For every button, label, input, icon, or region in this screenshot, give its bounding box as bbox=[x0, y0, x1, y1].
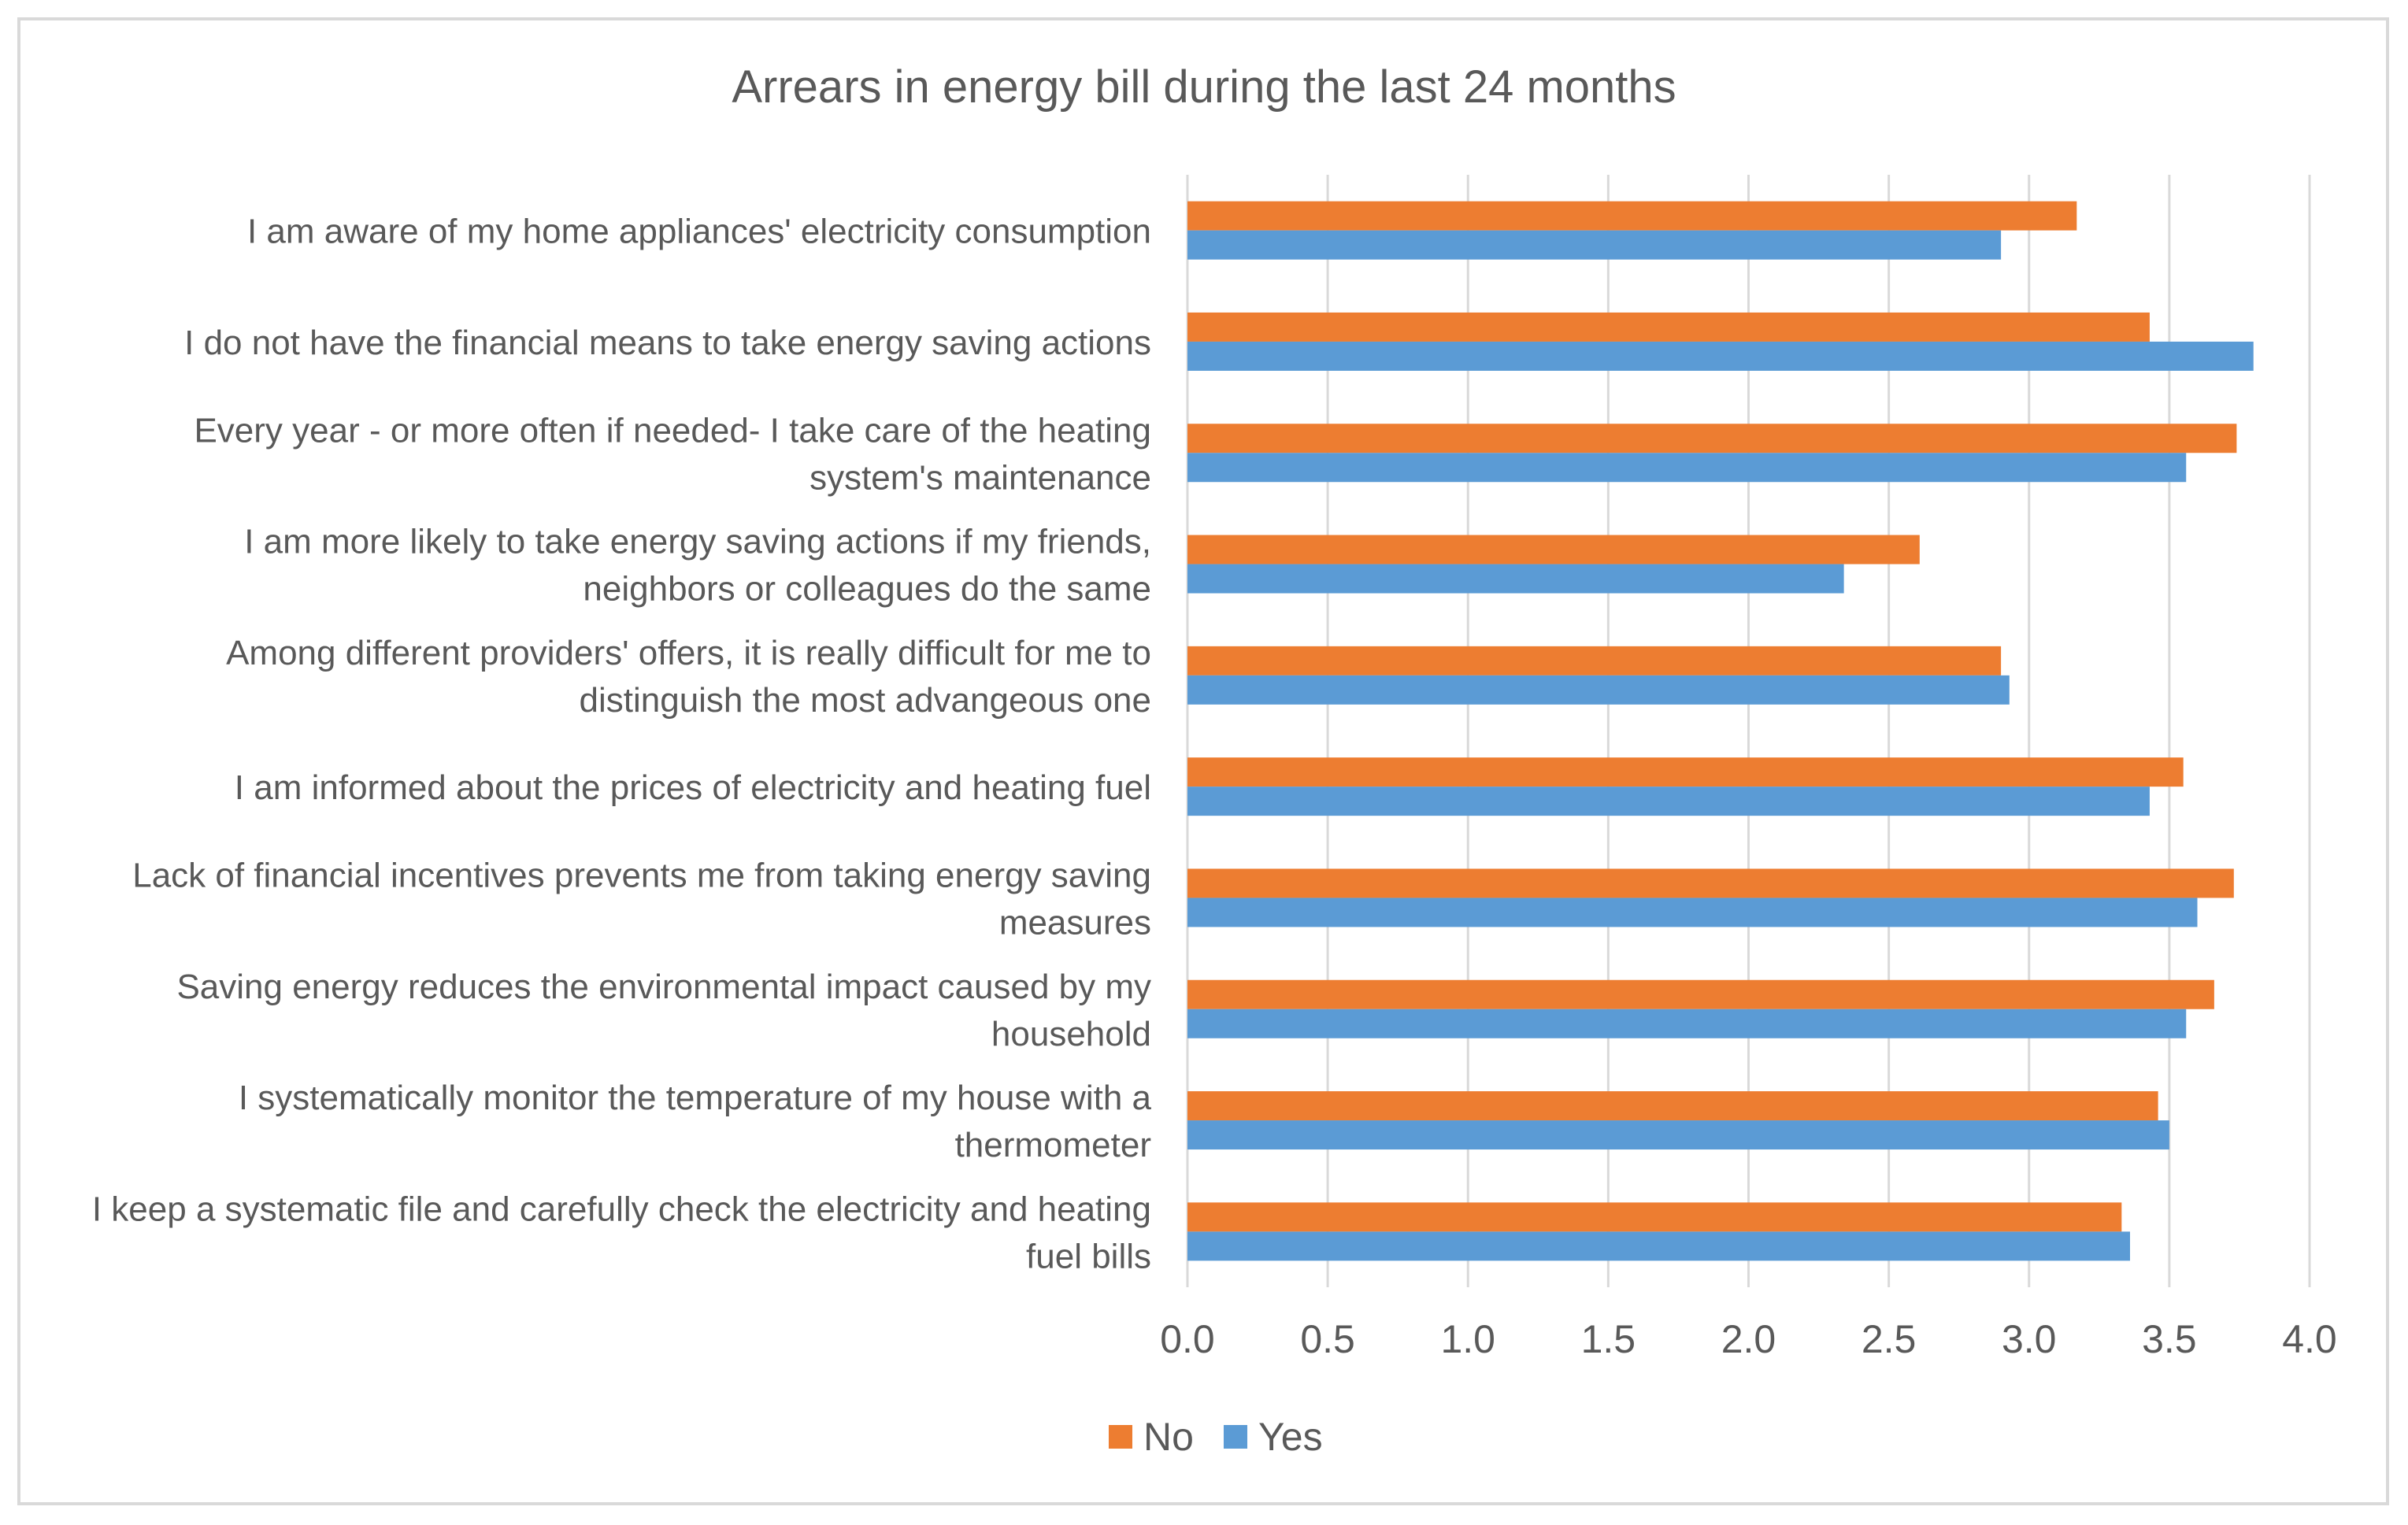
bar-no-2 bbox=[1187, 312, 2150, 342]
category-label-line: I am informed about the prices of electr… bbox=[235, 768, 1151, 807]
category-label: I do not have the financial means to tak… bbox=[184, 324, 1151, 362]
bar-no-4 bbox=[1187, 535, 1920, 564]
category-label: I am aware of my home appliances' electr… bbox=[247, 213, 1151, 251]
chart-title: Arrears in energy bill during the last 2… bbox=[732, 61, 1676, 113]
category-label: Saving energy reduces the environmental … bbox=[176, 968, 1151, 1053]
category-label-line: Lack of financial incentives prevents me… bbox=[132, 856, 1151, 894]
bar-no-1 bbox=[1187, 201, 2077, 231]
bar-no-6 bbox=[1187, 757, 2184, 787]
category-label: Lack of financial incentives prevents me… bbox=[132, 856, 1151, 942]
legend-swatch-yes bbox=[1224, 1425, 1247, 1449]
category-label: Every year - or more often if needed- I … bbox=[194, 411, 1151, 497]
x-tick-label: 3.5 bbox=[2142, 1317, 2197, 1361]
bar-no-9 bbox=[1187, 1091, 2158, 1121]
category-label-line: system's maintenance bbox=[809, 458, 1151, 497]
bar-yes-6 bbox=[1187, 787, 2150, 816]
category-label-line: measures bbox=[999, 903, 1151, 942]
x-tick-label: 0.0 bbox=[1160, 1317, 1215, 1361]
legend: No Yes bbox=[1109, 1415, 1323, 1459]
legend-label-yes: Yes bbox=[1258, 1415, 1323, 1459]
x-tick-label: 2.5 bbox=[1862, 1317, 1917, 1361]
bar-no-7 bbox=[1187, 868, 2234, 898]
category-label-line: I am more likely to take energy saving a… bbox=[244, 523, 1151, 561]
x-tick-label: 0.5 bbox=[1300, 1317, 1355, 1361]
x-tick-label: 2.0 bbox=[1721, 1317, 1776, 1361]
bar-no-3 bbox=[1187, 424, 2237, 453]
x-tick-label: 4.0 bbox=[2282, 1317, 2337, 1361]
category-label: I am more likely to take energy saving a… bbox=[244, 523, 1151, 609]
bar-yes-10 bbox=[1187, 1231, 2130, 1261]
bar-no-5 bbox=[1187, 646, 2002, 676]
category-label-line: thermometer bbox=[955, 1126, 1151, 1164]
category-label-line: Saving energy reduces the environmental … bbox=[176, 968, 1151, 1006]
bar-yes-9 bbox=[1187, 1120, 2169, 1150]
legend-label-no: No bbox=[1143, 1415, 1194, 1459]
bar-yes-3 bbox=[1187, 453, 2187, 483]
x-tick-label: 1.5 bbox=[1581, 1317, 1636, 1361]
legend-swatch-no bbox=[1109, 1425, 1132, 1449]
category-label-line: fuel bills bbox=[1026, 1237, 1151, 1275]
category-label: I keep a systematic file and carefully c… bbox=[92, 1190, 1151, 1275]
category-label-line: Among different providers' offers, it is… bbox=[226, 634, 1151, 672]
bar-yes-5 bbox=[1187, 675, 2010, 705]
category-label-line: Every year - or more often if needed- I … bbox=[194, 411, 1151, 450]
category-label: I am informed about the prices of electr… bbox=[235, 768, 1151, 807]
x-axis-ticks: 0.0 0.5 1.0 1.5 2.0 2.5 3.0 3.5 4.0 bbox=[1160, 1317, 2337, 1361]
category-labels: I am aware of my home appliances' electr… bbox=[92, 213, 1152, 1276]
category-label-line: neighbors or colleagues do the same bbox=[583, 570, 1151, 609]
bar-no-10 bbox=[1187, 1202, 2122, 1232]
bar-yes-2 bbox=[1187, 341, 2254, 371]
bars bbox=[1187, 201, 2254, 1261]
category-label-line: distinguish the most advangeous one bbox=[580, 681, 1152, 720]
category-label-line: I am aware of my home appliances' electr… bbox=[247, 213, 1151, 251]
x-tick-label: 3.0 bbox=[2002, 1317, 2057, 1361]
category-label-line: I keep a systematic file and carefully c… bbox=[92, 1190, 1151, 1228]
category-label: Among different providers' offers, it is… bbox=[226, 634, 1151, 720]
bar-yes-7 bbox=[1187, 898, 2198, 927]
bar-yes-8 bbox=[1187, 1009, 2187, 1038]
x-tick-label: 1.0 bbox=[1440, 1317, 1495, 1361]
bar-yes-4 bbox=[1187, 564, 1844, 594]
bar-yes-1 bbox=[1187, 230, 2002, 260]
bar-no-8 bbox=[1187, 979, 2214, 1009]
category-label-line: I systematically monitor the temperature… bbox=[239, 1079, 1152, 1117]
category-label-line: I do not have the financial means to tak… bbox=[184, 324, 1151, 362]
category-label-line: household bbox=[991, 1015, 1151, 1053]
category-label: I systematically monitor the temperature… bbox=[239, 1079, 1152, 1164]
